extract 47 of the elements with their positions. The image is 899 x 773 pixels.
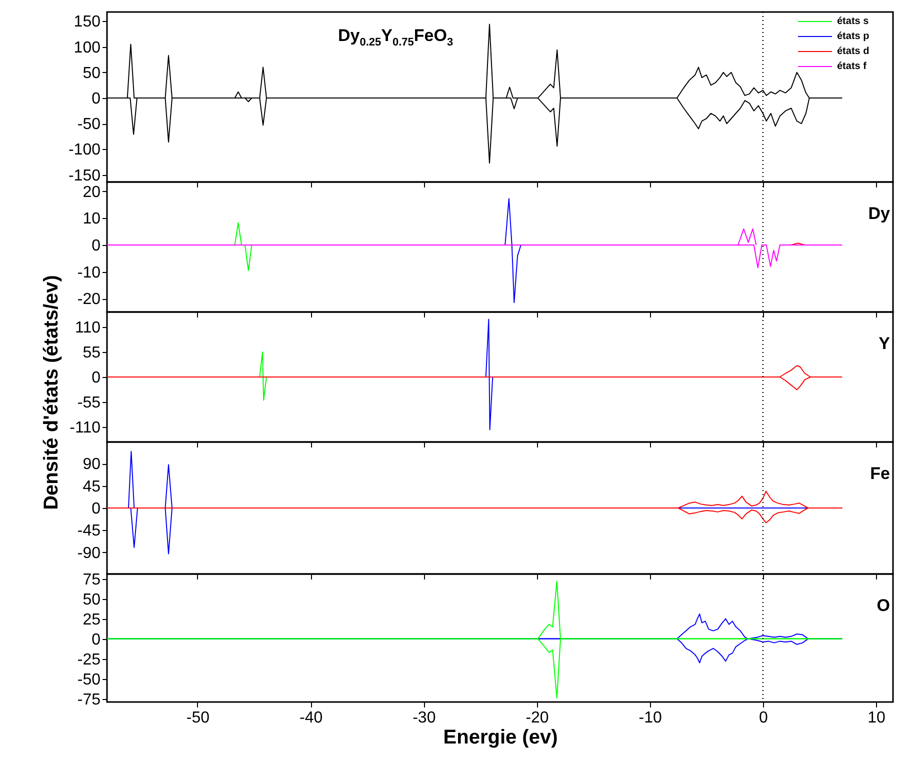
y-tick-label: -20 [77, 291, 101, 308]
y-tick-label: 75 [82, 571, 101, 588]
y-tick-label: 50 [82, 591, 101, 608]
y-tick-label: 25 [82, 611, 101, 628]
y-tick-label: 45 [82, 478, 101, 496]
legend-label: états d [837, 46, 870, 57]
y-tick-label: 20 [82, 184, 101, 201]
x-axis-title: Energie (ev) [443, 726, 558, 748]
y-tick-label: 110 [74, 320, 101, 336]
y-tick-label: 0 [92, 90, 101, 108]
legend-label: états p [837, 31, 870, 42]
y-tick-label: 55 [82, 344, 101, 362]
x-tick-label: -20 [526, 710, 549, 726]
text: Dy [868, 204, 890, 224]
y-tick-label: -90 [77, 544, 101, 562]
y-axis-title: Densité d'états (états/ev) [40, 275, 63, 510]
y-tick-label: -75 [77, 691, 101, 708]
x-tick-label: 0 [758, 710, 768, 726]
y-tick-label: 150 [74, 14, 101, 31]
y-tick-label: 0 [92, 370, 101, 386]
y-tick-label: 100 [74, 39, 101, 56]
x-tick-label: -40 [300, 710, 323, 726]
y-tick-label: -10 [77, 264, 101, 282]
y-tick-label: -50 [77, 671, 101, 688]
x-tick-label: -30 [412, 710, 436, 726]
text: Fe [870, 464, 890, 484]
y-tick-label: 50 [82, 64, 101, 82]
y-tick-label: 10 [82, 210, 101, 228]
legend-label: états f [837, 61, 866, 72]
text: O [876, 596, 890, 616]
y-tick-label: 0 [92, 631, 101, 648]
x-tick-label: -50 [186, 710, 210, 726]
x-tick-label: -10 [638, 710, 662, 726]
y-tick-label: -150 [68, 167, 101, 184]
y-tick-label: -100 [68, 142, 101, 159]
legend-label: états s [837, 16, 869, 27]
x-tick-label: 10 [868, 710, 886, 726]
y-tick-label: 0 [92, 237, 101, 254]
text: Y [878, 334, 890, 354]
y-tick-label: -55 [77, 394, 101, 412]
y-tick-label: -45 [77, 522, 101, 540]
y-tick-label: -50 [77, 116, 101, 134]
text: Dy$_{0.25}$Y$_{0.75}$FeO$_{3}$ [338, 26, 454, 48]
y-tick-label: 90 [82, 456, 101, 474]
y-tick-label: 0 [92, 500, 101, 518]
y-tick-label: -25 [77, 651, 101, 668]
y-tick-label: -110 [70, 420, 101, 436]
